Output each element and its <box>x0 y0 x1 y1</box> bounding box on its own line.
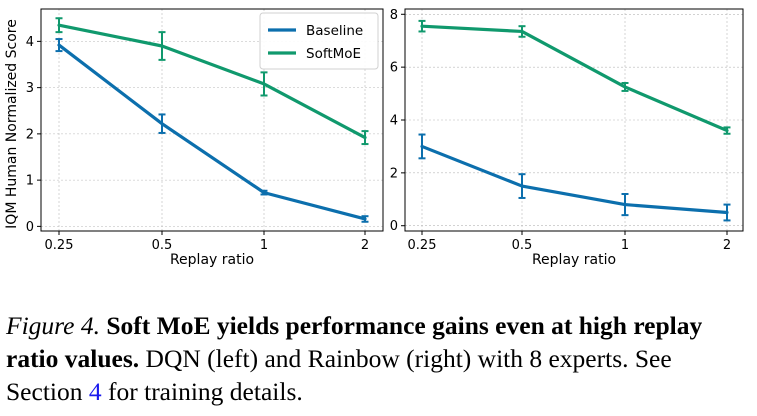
figure-4: 0 1 2 3 4 0.25 0.5 1 2 Replay ratio IQM Human Norm… <box>4 8 744 268</box>
x-tick-label: 0.5 <box>512 238 533 253</box>
x-tick-label: 2 <box>723 238 731 253</box>
series-line-softmoe <box>420 24 729 133</box>
x-axis-label: Replay ratio <box>170 252 254 268</box>
x-tick-label: 0.5 <box>152 238 173 253</box>
legend-label: Baseline <box>306 23 363 39</box>
y-tick-label: 1 <box>26 174 34 189</box>
y-tick-label: 0 <box>26 220 34 235</box>
caption-bold-text: Soft MoE yields performance gains even a… <box>6 311 703 373</box>
y-tick-label: 2 <box>26 127 34 142</box>
caption-label: Figure 4. <box>6 311 100 340</box>
x-tick-label: 0.25 <box>45 238 74 253</box>
y-tick-label: 8 <box>390 8 398 23</box>
caption-text-end: for training details. <box>108 377 303 406</box>
y-tick-label: 2 <box>390 166 398 181</box>
x-tick-label: 1 <box>621 238 629 253</box>
x-tick-label: 2 <box>361 238 369 253</box>
y-tick-label: 3 <box>26 81 34 96</box>
section-ref-link[interactable]: 4 <box>88 377 102 406</box>
legend-box <box>259 12 379 70</box>
x-axis-label: Replay ratio <box>532 252 616 268</box>
legend-label: SoftMoE <box>306 46 361 62</box>
y-tick-label: 0 <box>390 219 398 234</box>
dqn-chart: 0 1 2 3 4 0.25 0.5 1 2 Replay ratio IQM Human Norm… <box>4 8 384 268</box>
plot-frame <box>40 8 384 232</box>
y-tick-label: 6 <box>390 61 398 76</box>
series-line-softmoe <box>57 23 367 140</box>
y-tick-label: 4 <box>26 35 34 50</box>
rainbow-chart: 0 2 4 6 8 0.25 0.5 1 2 Replay ratio <box>390 8 744 268</box>
caption-text: DQN (left) and Rainbow (right) with 8 ex… <box>6 344 672 406</box>
figure-caption: Figure 4. Soft MoE yields performance ga… <box>6 309 754 408</box>
y-axis-label: IQM Human Normalized Score <box>4 19 20 229</box>
series-line-baseline <box>57 43 367 221</box>
y-tick-label: 4 <box>390 114 398 129</box>
series-line-baseline <box>420 144 729 215</box>
x-tick-label: 1 <box>260 238 268 253</box>
x-tick-label: 0.25 <box>408 238 437 253</box>
